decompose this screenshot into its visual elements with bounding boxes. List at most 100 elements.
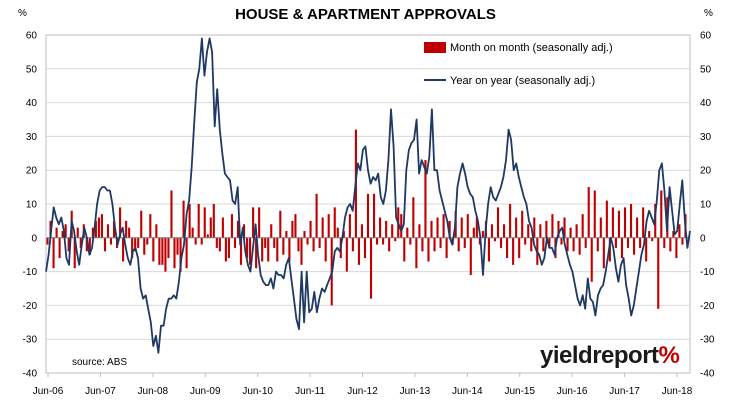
bar	[206, 234, 209, 238]
plot-frame	[45, 34, 691, 374]
bar	[539, 224, 542, 238]
bar	[660, 190, 663, 238]
y-tick-label-left: 50	[26, 64, 38, 75]
bar	[620, 237, 624, 259]
x-tick-label: Jun-18	[662, 386, 693, 397]
y-tick-label-left: 10	[26, 200, 38, 211]
bar	[614, 237, 617, 248]
y-tick-label-left: -10	[23, 267, 38, 278]
bar	[578, 237, 581, 255]
bar	[587, 187, 590, 238]
bar	[67, 237, 70, 252]
bar	[185, 237, 188, 269]
bar	[469, 237, 472, 275]
brand-percent-symbol: %	[658, 342, 680, 369]
bar	[560, 237, 563, 245]
bar	[285, 231, 288, 238]
y-tick-label-left: -20	[23, 301, 38, 312]
x-tick-label: Jun-09	[190, 386, 221, 397]
bar	[672, 231, 675, 238]
bar	[200, 237, 203, 245]
bar	[678, 224, 681, 238]
bar	[170, 190, 173, 238]
bar	[590, 237, 593, 282]
bar	[140, 210, 143, 238]
x-tick-label: Jun-10	[242, 386, 273, 397]
bar	[146, 237, 149, 245]
bar	[626, 237, 630, 248]
bar	[46, 237, 49, 245]
bar	[545, 220, 548, 238]
x-tick-label: Jun-13	[400, 386, 431, 397]
bar	[515, 217, 518, 238]
bar	[158, 237, 161, 265]
bar	[221, 217, 224, 238]
bar	[518, 237, 521, 259]
bar	[197, 204, 200, 238]
bar	[282, 237, 285, 255]
y-tick-label-left: 40	[26, 98, 38, 109]
bar	[342, 231, 345, 238]
bar	[321, 217, 324, 238]
bar	[409, 237, 412, 245]
bar	[394, 237, 397, 242]
y-tick-label-right: 30	[700, 132, 712, 143]
bar	[581, 214, 584, 238]
bar	[506, 237, 509, 259]
bar	[236, 220, 240, 238]
bar	[91, 227, 94, 238]
bar	[64, 224, 67, 238]
bar	[336, 227, 339, 238]
bar	[363, 237, 367, 259]
bar	[100, 214, 103, 238]
bar	[563, 217, 566, 238]
bar	[675, 237, 678, 259]
y-tick-label-right: -10	[700, 267, 715, 278]
bar	[73, 237, 76, 269]
legend-label-year-on-year: Year on year (seasonally adj.)	[450, 75, 595, 87]
bar	[179, 237, 182, 272]
bar	[252, 207, 255, 238]
x-tick-label: Jun-17	[609, 386, 640, 397]
bar	[557, 220, 560, 238]
bar	[194, 237, 197, 245]
x-tick-label: Jun-14	[452, 386, 483, 397]
bar	[542, 237, 545, 252]
bar	[152, 237, 155, 262]
bar	[103, 237, 107, 252]
bar	[52, 237, 55, 269]
bar	[94, 220, 97, 238]
y-tick-label-left: -40	[23, 369, 38, 380]
bar	[376, 237, 379, 245]
right-axis-unit: %	[704, 8, 713, 19]
x-tick-label: Jun-15	[504, 386, 535, 397]
bar	[457, 237, 460, 252]
bar	[360, 224, 364, 238]
bar	[651, 237, 654, 242]
bar	[324, 237, 327, 262]
bar	[218, 237, 221, 252]
bar	[509, 204, 512, 238]
bar	[439, 237, 442, 248]
bar	[246, 237, 249, 259]
bar	[239, 237, 243, 265]
y-tick-label-left: -30	[23, 335, 38, 346]
bar	[249, 237, 252, 265]
y-tick-label-right: 40	[700, 98, 712, 109]
bar	[403, 237, 406, 262]
source-note: source: ABS	[72, 357, 127, 368]
bar	[602, 237, 605, 269]
bar	[406, 227, 409, 238]
bar	[499, 237, 503, 248]
bar	[415, 237, 418, 269]
bar	[191, 227, 194, 238]
bar	[188, 204, 191, 238]
bar	[366, 193, 370, 238]
bar	[357, 237, 360, 265]
x-tick-label: Jun-06	[33, 386, 64, 397]
bar	[209, 217, 212, 238]
bar	[294, 214, 297, 238]
bar	[648, 231, 651, 238]
bar	[212, 204, 215, 238]
